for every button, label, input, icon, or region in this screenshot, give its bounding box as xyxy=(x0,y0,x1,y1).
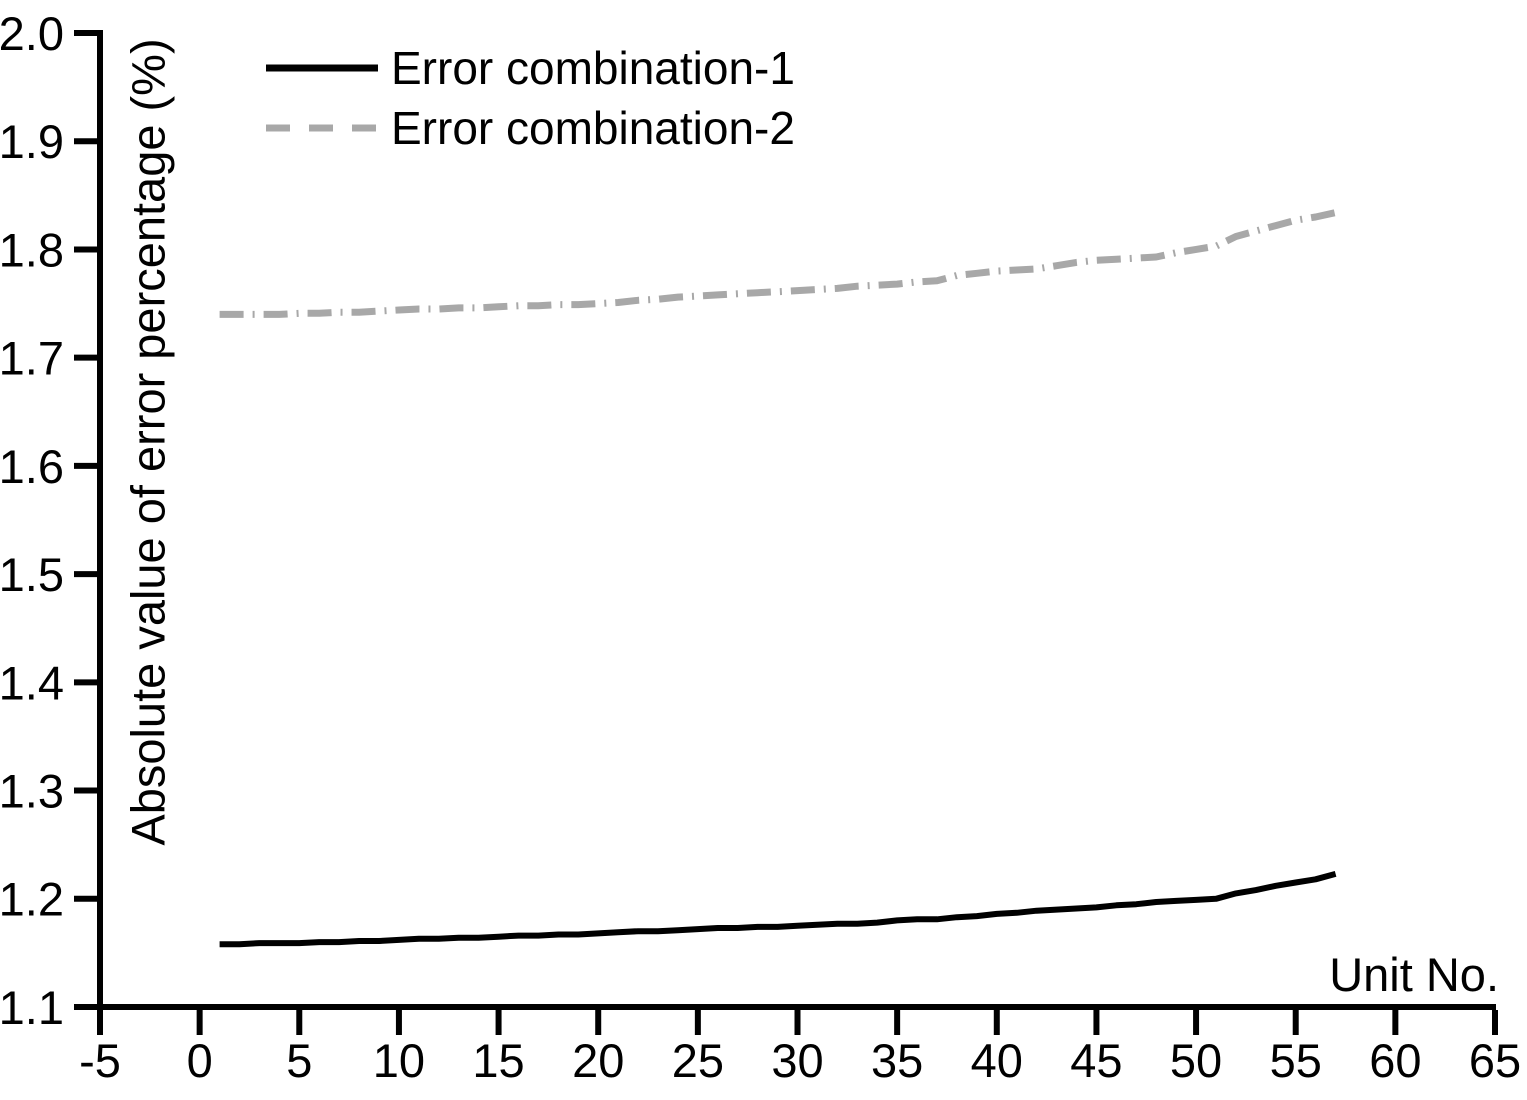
y-tick-label: 1.5 xyxy=(0,548,64,601)
legend-label: Error combination-1 xyxy=(391,42,795,94)
x-tick-label: 45 xyxy=(1070,1034,1122,1087)
legend-item-error-combination-2: Error combination-2 xyxy=(266,98,795,158)
series-line-2 xyxy=(219,209,1337,318)
legend-label: Error combination-2 xyxy=(391,102,795,154)
x-axis-title: Unit No. xyxy=(1329,948,1499,1001)
legend-line-solid-icon xyxy=(266,64,378,72)
y-axis-title: Absolute value of error percentage (%) xyxy=(121,38,175,846)
legend-item-error-combination-1: Error combination-1 xyxy=(266,38,795,98)
x-tick-label: 25 xyxy=(672,1034,724,1087)
x-tick-label: 35 xyxy=(871,1034,923,1087)
x-tick-label: -5 xyxy=(79,1034,121,1087)
x-tick-label: 65 xyxy=(1469,1034,1521,1087)
y-tick-label: 1.9 xyxy=(0,115,64,168)
x-tick-label: 30 xyxy=(771,1034,823,1087)
y-tick-label: 1.2 xyxy=(0,873,64,926)
y-tick-label: 1.4 xyxy=(0,656,64,709)
legend-line-dashed-icon xyxy=(266,124,378,132)
legend: Error combination-1 Error combination-2 xyxy=(266,38,795,158)
y-tick-label: 1.8 xyxy=(0,223,64,276)
y-tick-label: 1.6 xyxy=(0,440,64,493)
x-tick-label: 40 xyxy=(971,1034,1023,1087)
x-tick-label: 15 xyxy=(472,1034,524,1087)
series-line-1 xyxy=(219,871,1337,948)
x-tick-label: 60 xyxy=(1369,1034,1421,1087)
x-tick-label: 0 xyxy=(187,1034,213,1087)
x-tick-label: 55 xyxy=(1270,1034,1322,1087)
x-tick-label: 50 xyxy=(1170,1034,1222,1087)
y-tick-label: 2.0 xyxy=(0,7,64,60)
x-tick-label: 20 xyxy=(572,1034,624,1087)
x-tick-label: 10 xyxy=(373,1034,425,1087)
y-tick-label: 1.1 xyxy=(0,981,64,1034)
y-tick-label: 1.3 xyxy=(0,764,64,817)
x-tick-label: 5 xyxy=(286,1034,312,1087)
y-tick-label: 1.7 xyxy=(0,332,64,385)
